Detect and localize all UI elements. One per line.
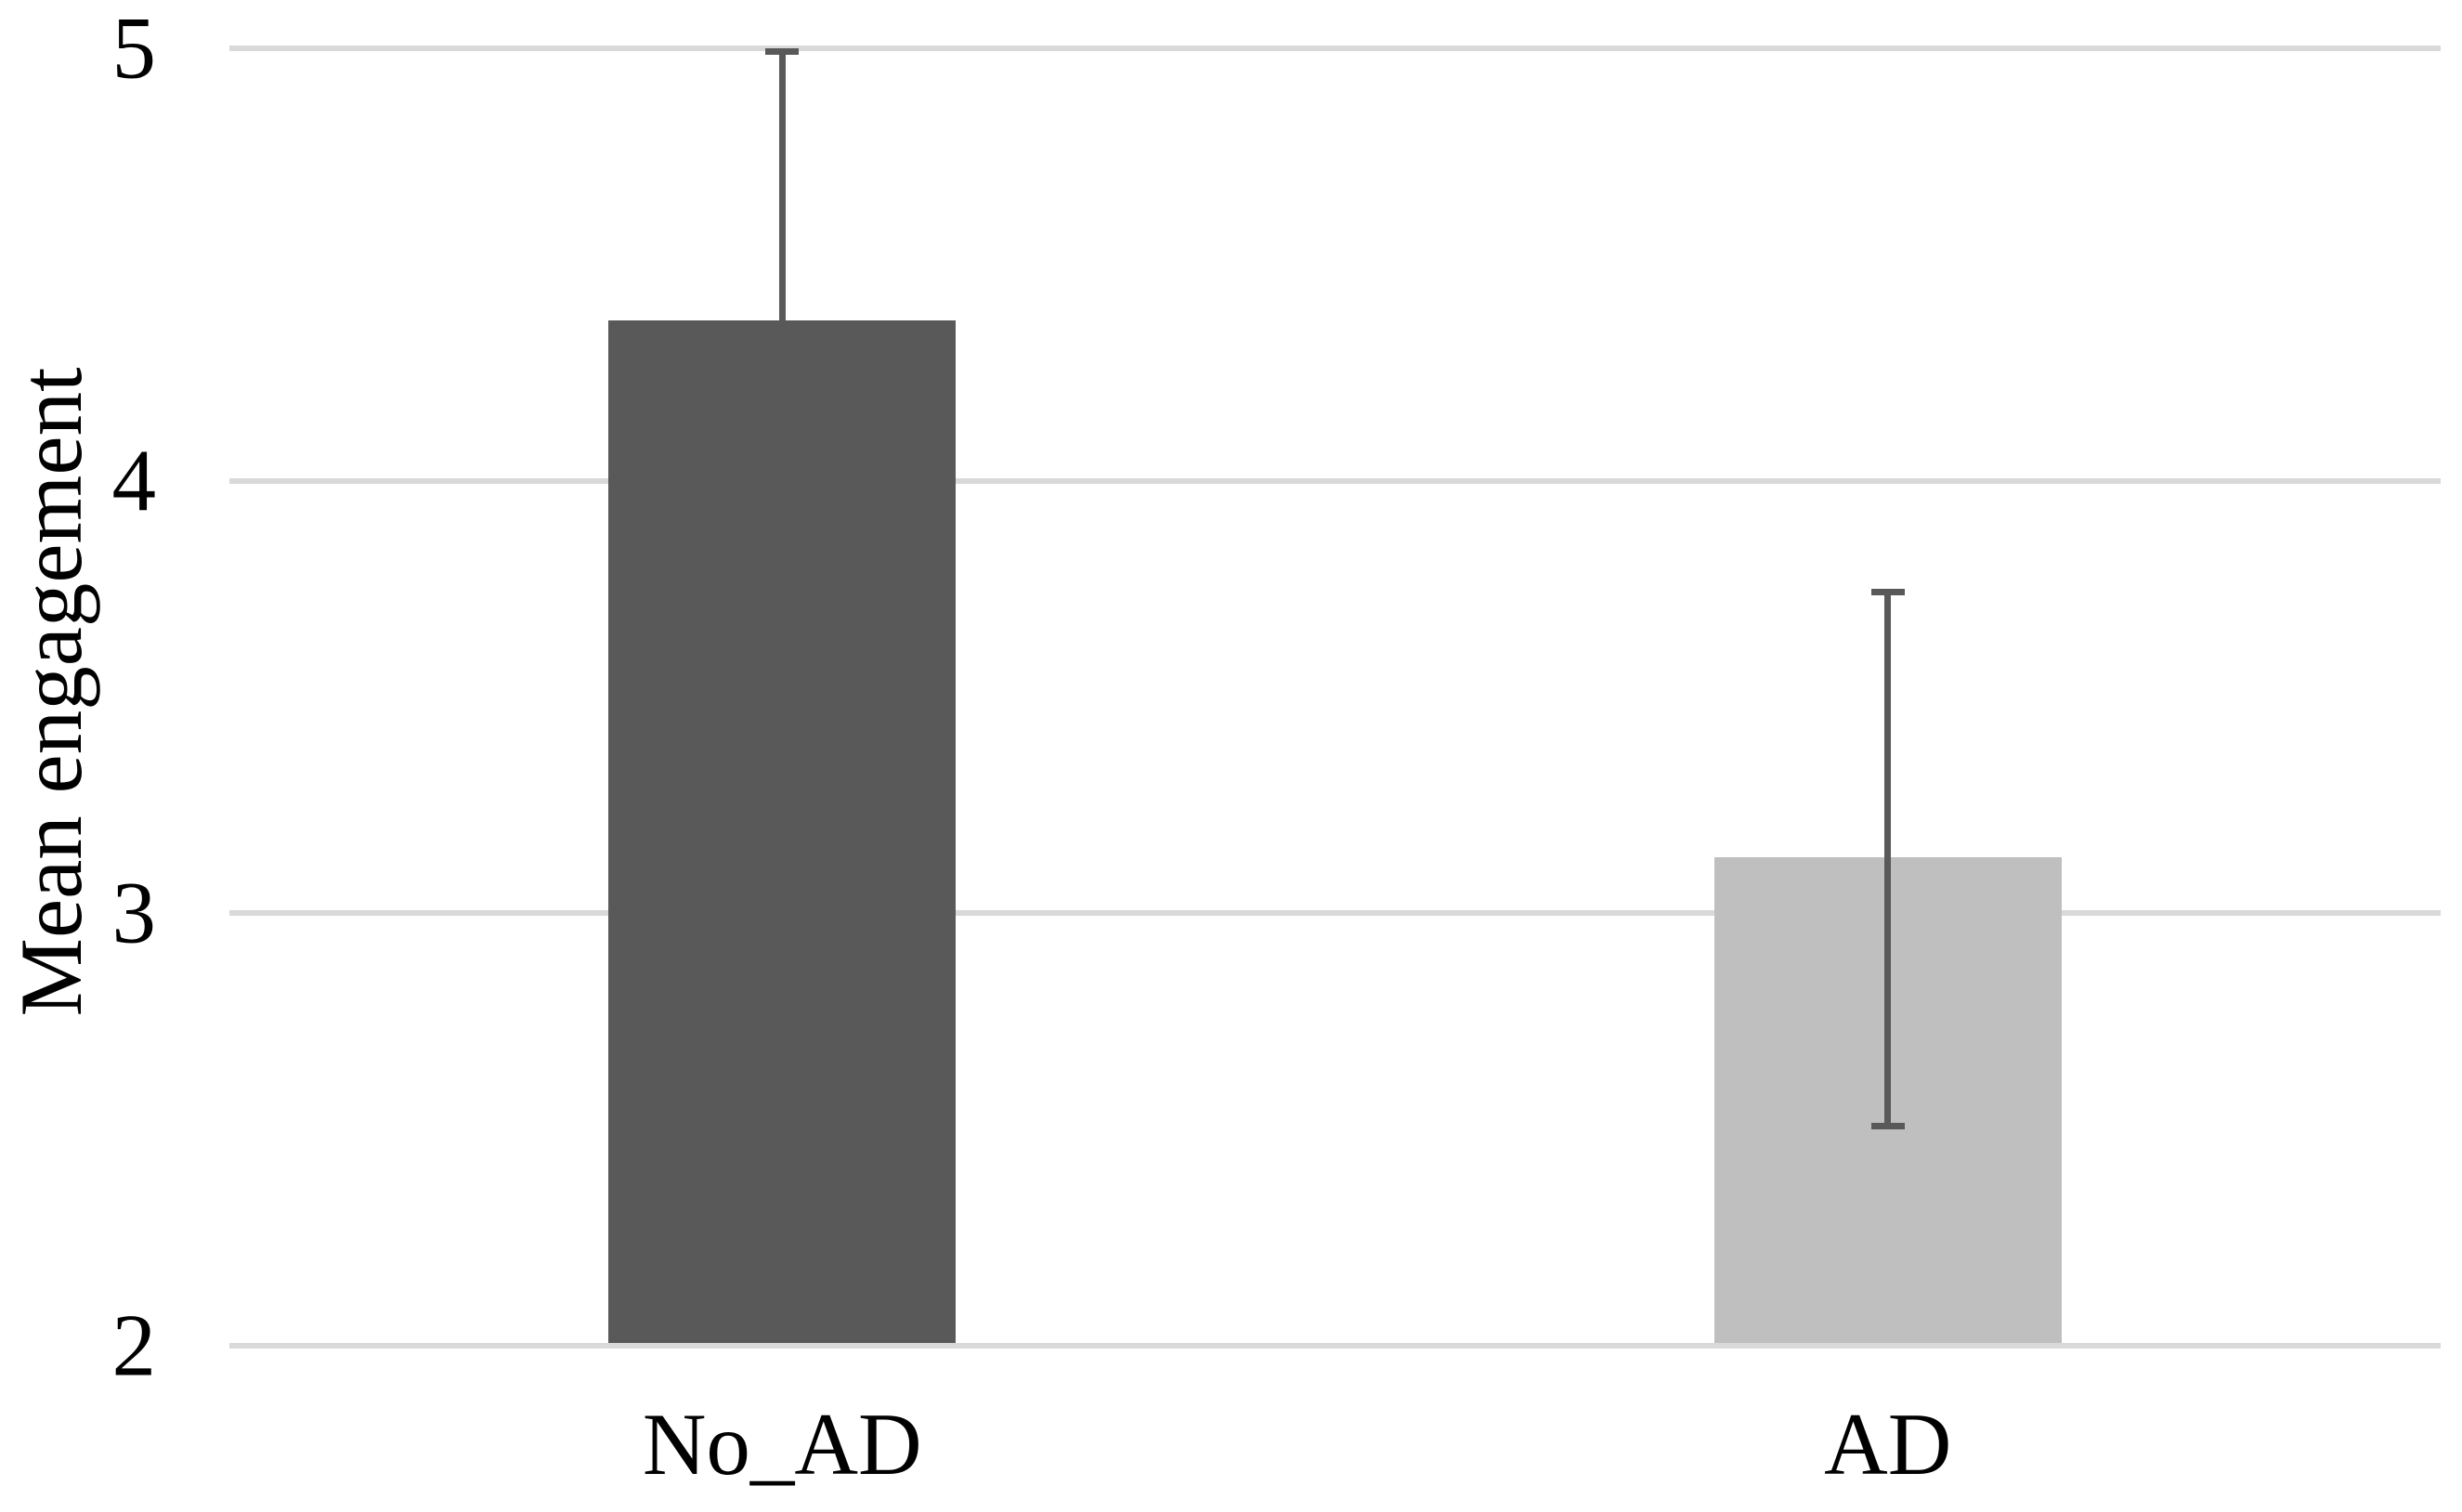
gridline-5 [229,46,2441,51]
x-category-label-no-ad: No_AD [642,1395,922,1493]
error-bar-ad-line [1884,589,1892,1130]
y-tick-label-5: 5 [111,0,157,98]
y-tick-label-3: 3 [111,863,157,962]
error-bar-no-ad-line [778,48,786,321]
gridline-3 [229,910,2441,917]
gridline-4 [229,477,2441,484]
y-axis-title: Mean engagement [2,367,100,1017]
bar-no-ad [608,320,957,1343]
error-bar-ad-upper-cap [1870,589,1905,596]
y-tick-label-2: 2 [111,1296,157,1395]
error-bar-ad-lower-cap [1870,1123,1905,1130]
y-tick-label-4: 4 [111,431,157,530]
error-bar-no-ad-upper-cap [765,48,800,55]
gridline-2 [229,1343,2441,1349]
x-category-label-ad: AD [1824,1395,1952,1493]
